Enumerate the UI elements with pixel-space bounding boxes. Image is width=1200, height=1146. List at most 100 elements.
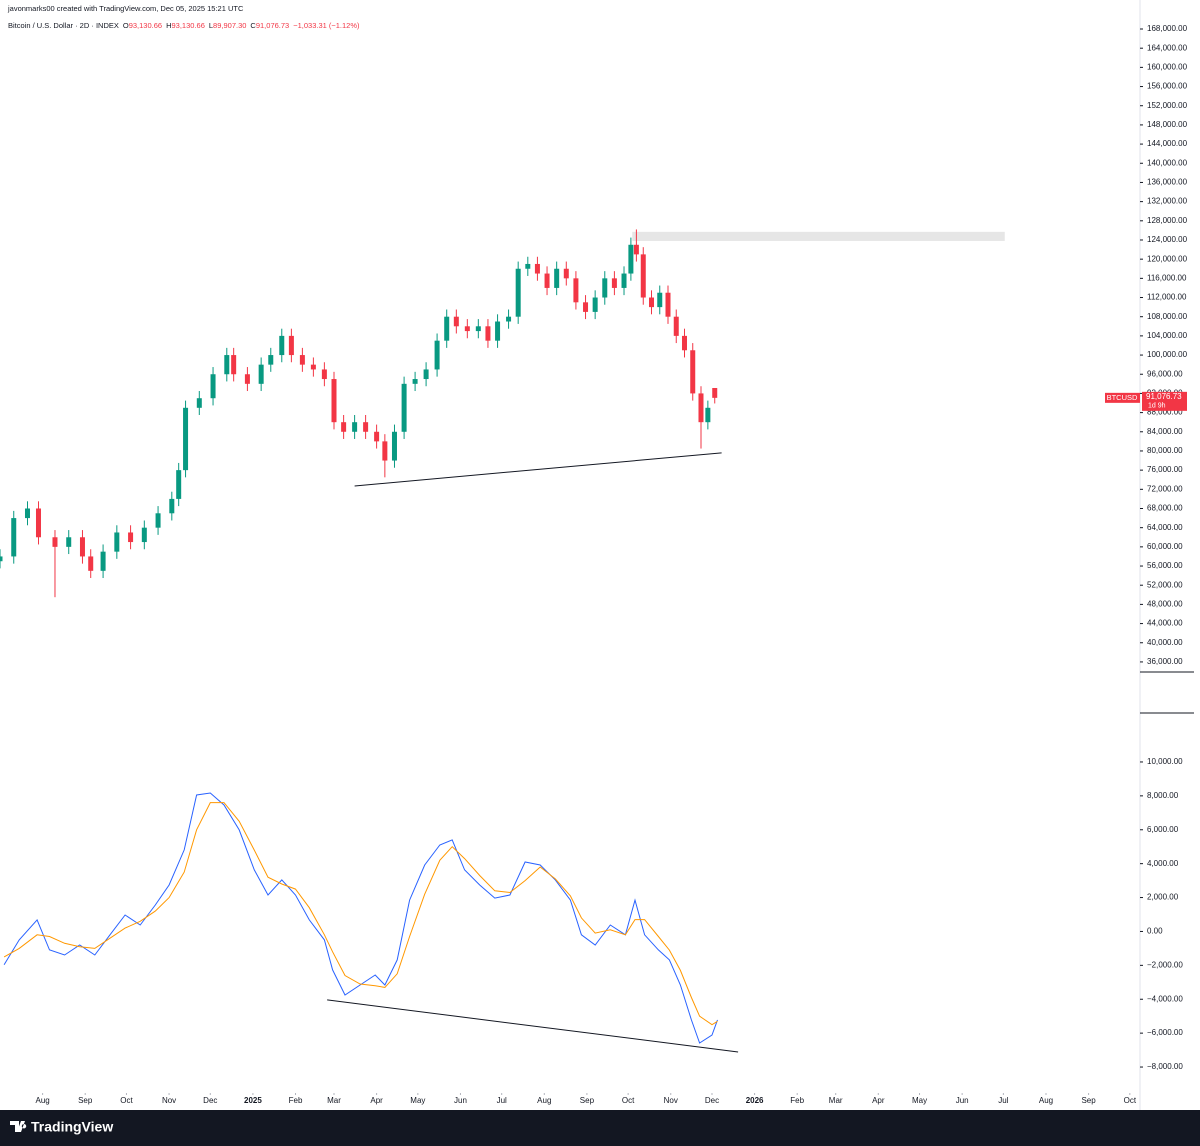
x-tick-label: May (410, 1096, 425, 1105)
x-tick-label: Nov (664, 1096, 678, 1105)
candle-body (621, 273, 627, 288)
candle-body (611, 278, 617, 288)
y-tick-label: 100,000.00 (1147, 350, 1188, 359)
y-tick-label: 76,000.00 (1147, 465, 1183, 474)
price-tag-symbol: BTCUSD (1107, 393, 1138, 402)
x-tick-label: 2025 (244, 1096, 262, 1105)
x-tick-label: Jun (454, 1096, 467, 1105)
candle-body (231, 355, 237, 375)
y-tick-label: 64,000.00 (1147, 523, 1183, 532)
y-tick-label: 112,000.00 (1147, 293, 1187, 302)
x-tick-label: Dec (705, 1096, 719, 1105)
candle-body (665, 292, 671, 317)
candle-body (583, 302, 589, 312)
candle-body (169, 498, 175, 514)
x-tick-label: Mar (829, 1096, 843, 1105)
y-tick-label: 132,000.00 (1147, 197, 1188, 206)
x-tick-label: Apr (370, 1096, 383, 1105)
candle-body (633, 244, 639, 255)
candle-body (321, 369, 327, 380)
candle-body (495, 321, 501, 341)
candle-body (640, 254, 646, 298)
candle-body (382, 441, 388, 461)
candle-body (391, 431, 397, 461)
x-tick-label: May (912, 1096, 927, 1105)
candle-body (310, 364, 316, 370)
candle-body (534, 263, 540, 274)
x-tick-label: Jul (998, 1096, 1008, 1105)
x-tick-label: Nov (162, 1096, 176, 1105)
y-tick-label: 72,000.00 (1147, 484, 1183, 493)
x-tick-label: Jul (497, 1096, 507, 1105)
candle-body (0, 556, 3, 562)
candle-body (224, 355, 230, 375)
price-tag-bg (1142, 391, 1187, 411)
candle-body (114, 532, 120, 552)
x-tick-label: Oct (120, 1096, 133, 1105)
candle-body (279, 335, 285, 356)
candle-body (602, 278, 608, 298)
candle-body (681, 335, 687, 351)
y-tick-label: 88,000.00 (1147, 408, 1183, 417)
candle-body (698, 393, 704, 423)
candle-body (176, 470, 182, 499)
y-tick-label: 80,000.00 (1147, 446, 1183, 455)
candle-body (363, 422, 369, 432)
x-tick-label: Aug (35, 1096, 49, 1105)
trendline (327, 999, 739, 1053)
candle-body (100, 551, 106, 571)
footer: TradingView (0, 1110, 1200, 1146)
zone (632, 231, 1005, 241)
author-header: javonmarks00 created with TradingView.co… (7, 4, 244, 13)
legend-key: L (209, 21, 213, 30)
legend-value: 93,130.66 (172, 21, 205, 30)
candle-body (52, 537, 58, 547)
candle-body (66, 537, 72, 547)
symbol-legend: Bitcoin / U.S. Dollar · 2D · INDEX O93,13… (8, 21, 360, 30)
x-tick-label: Dec (203, 1096, 217, 1105)
candle-body (288, 335, 294, 356)
y-tick-label: 56,000.00 (1147, 561, 1183, 570)
brand-name: TradingView (31, 1119, 113, 1135)
candle-body (628, 244, 634, 274)
candle-body (258, 364, 264, 384)
candle-body (525, 263, 531, 269)
price-tag-value: 91,076.73 (1146, 392, 1182, 401)
candle-body (210, 374, 216, 399)
candle-body (705, 407, 711, 423)
y-tick-label: 6,000.00 (1147, 825, 1179, 834)
candle-body (183, 407, 189, 471)
price-tag-countdown: 1d 9h (1148, 403, 1166, 410)
y-tick-label: 148,000.00 (1147, 120, 1188, 129)
x-tick-label: Sep (580, 1096, 595, 1105)
y-tick-label: 164,000.00 (1147, 43, 1188, 52)
candle-body (712, 387, 718, 398)
x-tick-label: Feb (289, 1096, 303, 1105)
legend-value: 89,907.30 (213, 21, 246, 30)
candle-body (374, 431, 380, 442)
candle-body (268, 355, 274, 365)
y-tick-label: 36,000.00 (1147, 657, 1183, 666)
x-tick-label: Aug (1039, 1096, 1053, 1105)
y-tick-label: 152,000.00 (1147, 101, 1188, 110)
y-tick-label: −6,000.00 (1147, 1028, 1183, 1037)
y-tick-label: 156,000.00 (1147, 82, 1188, 91)
brand-logo (10, 1121, 27, 1132)
candle-body (35, 508, 41, 538)
y-tick-label: 0.00 (1147, 927, 1163, 936)
candle-body (79, 537, 85, 557)
x-tick-label: Aug (537, 1096, 551, 1105)
candle-body (573, 278, 579, 303)
symbol-title: Bitcoin / U.S. Dollar · 2D · INDEX (8, 21, 119, 30)
y-tick-label: 104,000.00 (1147, 331, 1188, 340)
y-tick-label: 160,000.00 (1147, 62, 1188, 71)
candle-body (649, 297, 655, 308)
y-tick-label: 128,000.00 (1147, 216, 1188, 225)
x-tick-label: Sep (1081, 1096, 1096, 1105)
x-tick-label: Feb (790, 1096, 804, 1105)
candle-body (341, 422, 347, 432)
candle-body (155, 513, 161, 528)
trendline (354, 452, 722, 487)
candle-body (453, 316, 459, 327)
